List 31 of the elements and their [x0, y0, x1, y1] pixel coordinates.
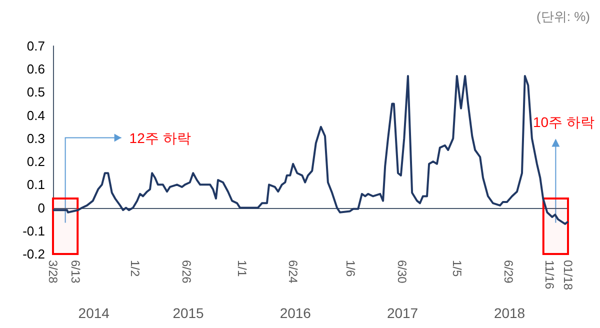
- x-tick-label: 01/18: [561, 260, 575, 290]
- x-tick-label: 6/29: [502, 260, 516, 284]
- x-tick-label: 6/30: [394, 260, 409, 284]
- y-tick-label: 0.7: [26, 38, 45, 54]
- y-tick-label: 0.6: [26, 62, 45, 77]
- y-tick-label: 0.5: [26, 84, 45, 100]
- y-tick-label: -0.2: [22, 246, 45, 262]
- x-tick-label: 6/13: [68, 260, 83, 284]
- text: 2015: [172, 305, 204, 321]
- annotation: 10주 하락: [532, 114, 594, 130]
- x-tick-label: 11/16: [542, 260, 557, 290]
- line-series: [52, 75, 569, 225]
- x-tick-label: 6/26: [179, 260, 194, 284]
- text: 2017: [386, 305, 418, 321]
- x-tick-label: 1/2: [128, 260, 142, 278]
- text: 2016: [280, 305, 312, 321]
- x-tick-label: 6/24: [286, 260, 300, 284]
- y-tick-label: -0.1: [22, 223, 45, 238]
- text: 2014: [78, 305, 110, 321]
- y-tick-label: 0.2: [26, 154, 45, 170]
- y-tick-label: 0.1: [26, 177, 45, 192]
- y-tick-label: 0: [38, 200, 45, 216]
- x-tick-label: 3/28: [46, 260, 60, 284]
- x-tick-label: 1/6: [344, 260, 358, 278]
- text: 2018: [494, 305, 526, 321]
- x-tick-label: 1/1: [234, 260, 249, 278]
- annotation: 12주 하락: [129, 130, 191, 146]
- y-tick-label: 0.4: [26, 108, 45, 123]
- x-tick-label: 1/5: [450, 260, 464, 278]
- y-tick-label: 0.3: [26, 130, 45, 146]
- text: (단위: %): [536, 9, 590, 24]
